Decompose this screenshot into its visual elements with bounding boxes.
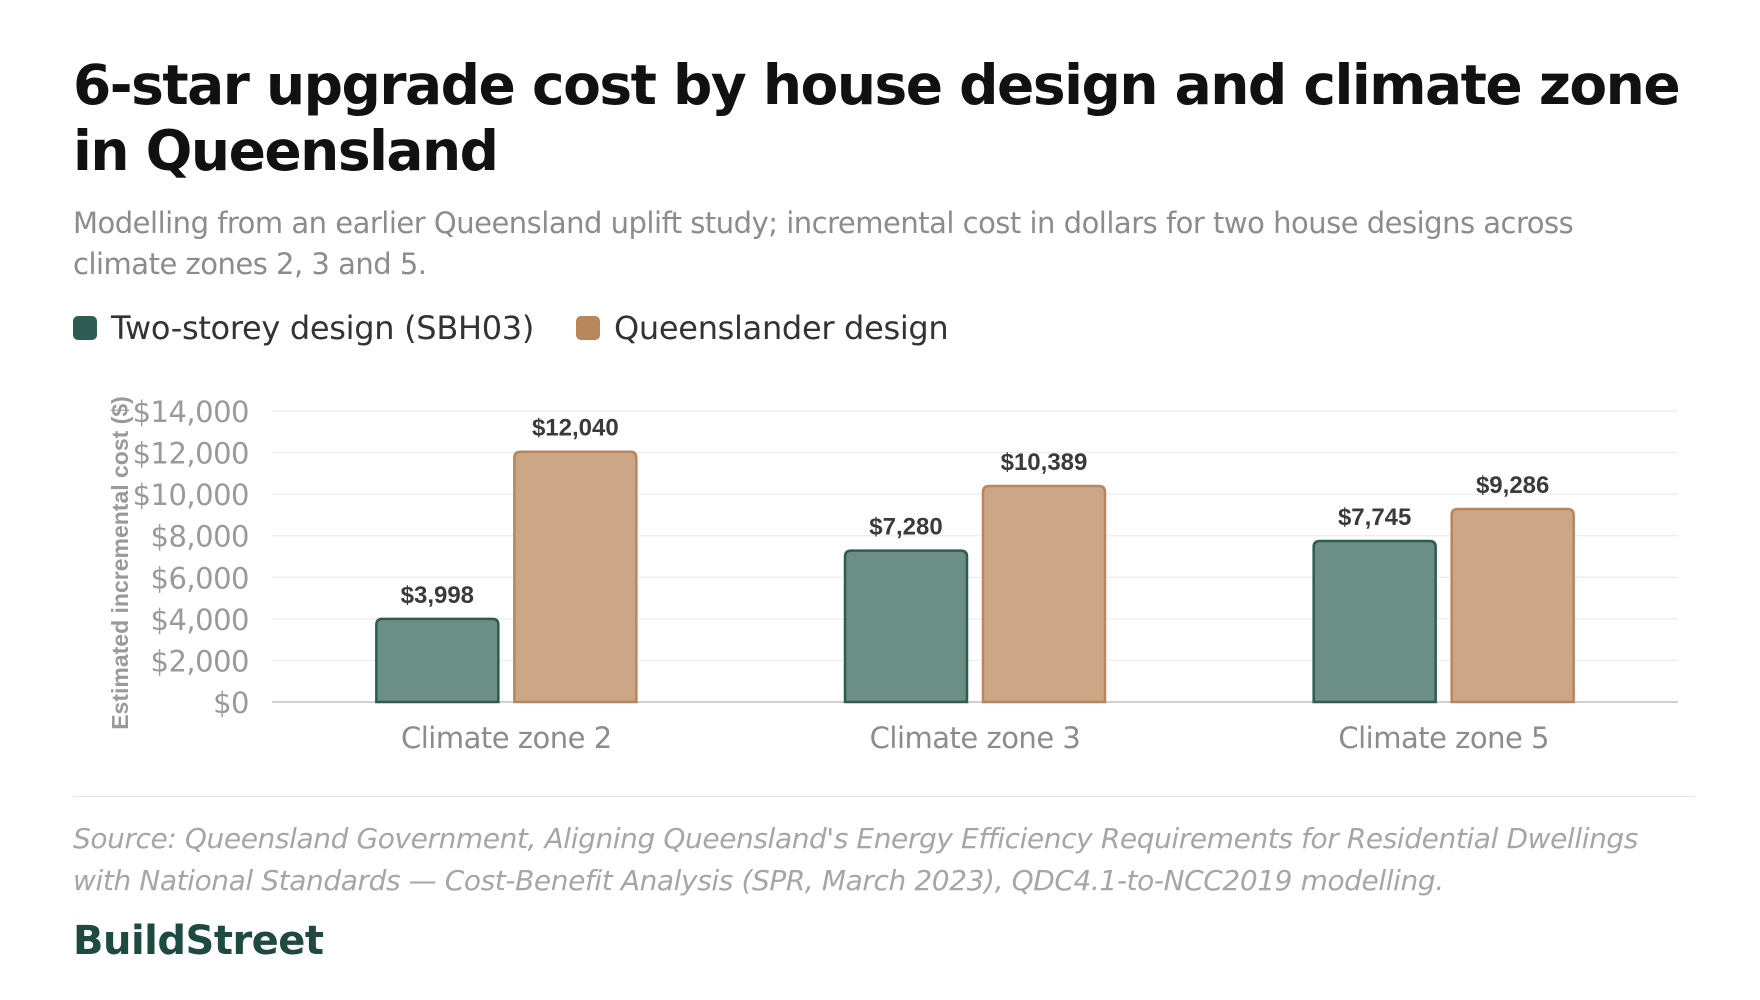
x-tick-label: Climate zone 2	[401, 721, 612, 755]
x-tick-label: Climate zone 5	[1338, 721, 1549, 755]
bar	[1312, 539, 1437, 704]
y-axis-ticks: $0 $2,000 $4,000 $6,000 $8,000 $10,000 $12,000…	[133, 395, 250, 720]
footer-divider	[73, 796, 1695, 797]
data-labels: $3,998 $12,040 $7,280 $10,389 $7,745 $9,286	[401, 415, 1550, 609]
page-title: 6-star upgrade cost by house design and …	[73, 53, 1681, 183]
gridlines	[272, 410, 1678, 703]
x-tick-label: Climate zone 3	[870, 721, 1081, 755]
y-axis-label: Estimated incremental cost ($)	[107, 396, 133, 730]
bar	[375, 617, 500, 704]
legend-swatch-queenslander	[576, 316, 601, 340]
y-tick-label: $4,000	[151, 603, 249, 637]
bar	[981, 484, 1107, 704]
legend-label-two-storey: Two-storey design (SBH03)	[111, 309, 535, 347]
data-label: $7,745	[1338, 504, 1411, 531]
legend-label-queenslander: Queenslander design	[614, 309, 949, 347]
y-tick-label: $0	[213, 686, 249, 720]
page-subtitle: Modelling from an earlier Queensland upl…	[73, 206, 1574, 281]
legend-item-queenslander: Queenslander design	[576, 309, 949, 347]
bar	[1450, 507, 1575, 704]
data-label: $9,286	[1476, 472, 1549, 499]
data-label: $3,998	[401, 582, 474, 609]
legend-swatch-two-storey	[73, 316, 97, 340]
y-tick-label: $2,000	[151, 644, 249, 678]
x-axis-ticks: Climate zone 2 Climate zone 3 Climate zone…	[401, 721, 1550, 755]
data-label: $10,389	[1001, 449, 1088, 476]
legend-item-two-storey: Two-storey design (SBH03)	[73, 309, 534, 347]
data-label: $7,280	[869, 514, 942, 541]
data-label: $12,040	[532, 415, 619, 442]
chart-legend: Two-storey design (SBH03) Queenslander d…	[73, 308, 990, 348]
y-tick-label: $10,000	[133, 478, 249, 512]
bars	[375, 450, 1575, 704]
y-tick-label: $8,000	[151, 520, 249, 554]
source-note: Source: Queensland Government, Aligning …	[73, 822, 1638, 897]
y-tick-label: $12,000	[133, 437, 249, 471]
bar	[843, 549, 969, 704]
bar	[513, 450, 638, 704]
y-tick-label: $14,000	[133, 395, 249, 429]
brand-logo: BuildStreet	[73, 918, 324, 964]
y-tick-label: $6,000	[151, 561, 249, 595]
bar-chart: $0 $2,000 $4,000 $6,000 $8,000 $10,000 $12,000…	[107, 395, 1678, 755]
